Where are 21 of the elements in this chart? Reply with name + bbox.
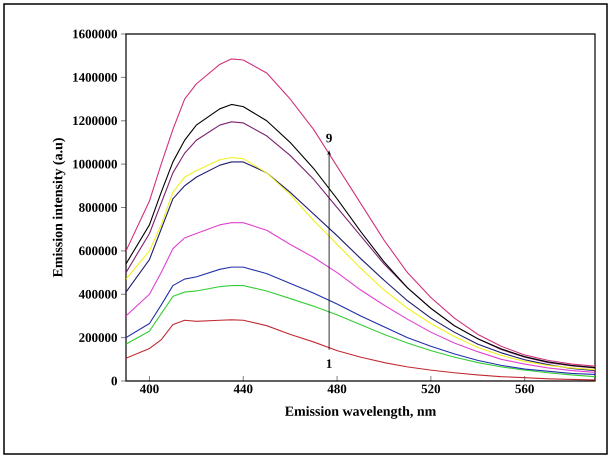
x-axis-title: Emission wavelength, nm	[284, 406, 436, 419]
y-tick-label: 0	[112, 376, 117, 386]
y-tick-label: 1600000	[73, 30, 117, 38]
x-tick-label: 440	[234, 384, 252, 394]
y-tick-label: 1000000	[73, 160, 117, 168]
x-tick-label: 400	[140, 384, 159, 394]
y-tick-label: 1200000	[73, 116, 117, 126]
y-tick-label: 400000	[78, 290, 117, 299]
y-tick-label: 200000	[79, 333, 117, 342]
line-series	[126, 319, 596, 380]
y-tick-label: 800000	[79, 203, 117, 212]
x-tick-label: 560	[515, 384, 534, 394]
y-tick-label: 1400000	[73, 72, 117, 82]
line-series	[126, 222, 596, 373]
annotation: 9	[326, 134, 332, 142]
x-tick-label: 520	[422, 384, 440, 394]
line-series	[126, 58, 596, 367]
y-tick-label: 600000	[79, 246, 117, 256]
x-tick-label: 480	[328, 384, 346, 394]
annotation: 1	[326, 359, 332, 368]
y-axis-title: Emission intensity (a.u)	[52, 138, 66, 278]
